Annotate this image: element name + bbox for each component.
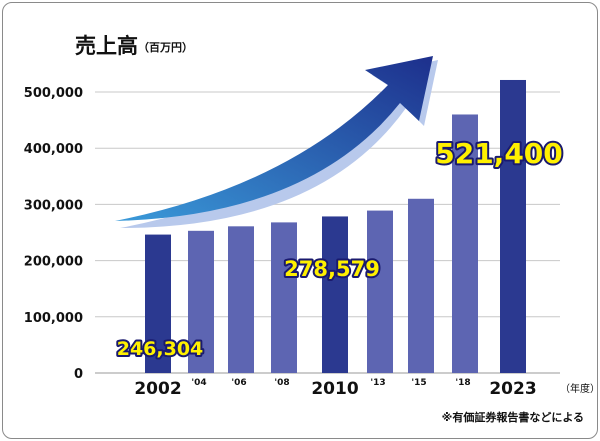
bars [145,79,526,373]
chart-title: 売上高 [75,34,138,58]
bar-y13 [367,210,393,373]
bar-y04 [188,230,214,373]
x-tick-label: '13 [370,378,385,388]
bar-y18 [452,114,478,373]
bar-y08 [271,222,297,373]
x-tick-label: 2023 [489,379,536,399]
bar-2010 [322,216,348,373]
y-tick-label: 200,000 [24,255,83,270]
y-tick-label: 0 [74,367,83,382]
value-label-2023: 521,400 [435,137,563,170]
x-tick-label: 2002 [134,379,181,399]
y-tick-label: 400,000 [24,142,83,157]
source-note: ※有価証券報告書などによる [442,410,584,424]
y-axis-ticks: 0 100,000 200,000 300,000 400,000 500,000 [24,86,83,382]
bar-y15 [408,198,434,373]
x-tick-label: '18 [455,378,470,388]
bar-y06 [228,226,254,373]
x-tick-label: 2010 [311,379,358,399]
x-axis-ticks: 2002 '04 '06 '08 2010 '13 '15 '18 2023 [134,378,536,399]
trend-arrow [115,56,438,228]
y-tick-label: 500,000 [24,86,83,101]
x-tick-label: '08 [274,378,289,388]
value-label-2010: 278,579 [284,257,380,281]
value-labels: 246,304 278,579 521,400 [115,135,565,362]
y-tick-label: 300,000 [24,198,83,213]
value-label-2002: 246,304 [117,338,204,360]
bar-2002 [145,234,171,373]
x-tick-label: '06 [231,378,246,388]
x-tick-label: '15 [411,378,426,388]
x-tick-label: '04 [191,378,206,388]
x-unit-label: （年度） [560,382,600,395]
bar-2023 [500,79,526,373]
y-tick-label: 100,000 [24,311,83,326]
trend-arrow-body [115,56,433,221]
unit-label: （百万円） [138,41,193,54]
